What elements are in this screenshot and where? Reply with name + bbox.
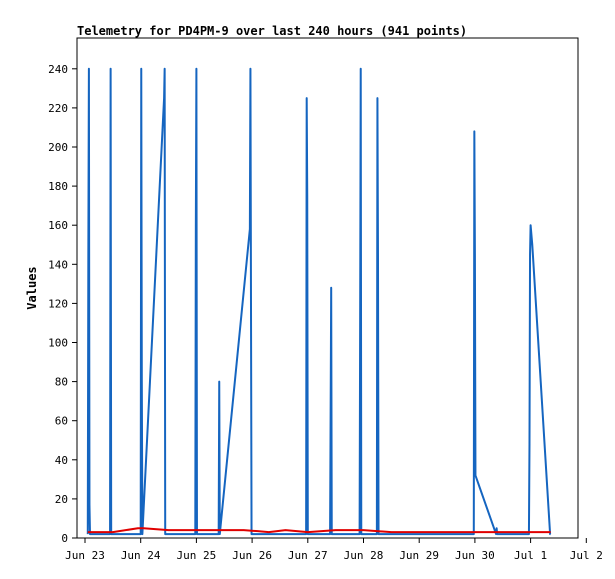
y-tick-label: 140 — [48, 258, 68, 271]
x-tick-label: Jun 27 — [288, 549, 328, 562]
y-tick-label: 240 — [48, 63, 68, 76]
x-tick-label: Jun 30 — [455, 549, 495, 562]
y-tick-label: 100 — [48, 337, 68, 350]
x-tick-label: Jun 25 — [177, 549, 217, 562]
y-tick-label: 120 — [48, 297, 68, 310]
series-line-2 — [87, 527, 551, 534]
y-tick-label: 200 — [48, 141, 68, 154]
x-tick-label: Jun 28 — [344, 549, 384, 562]
series-line-1 — [86, 67, 552, 536]
x-tick-label: Jul 2 — [570, 549, 603, 562]
x-tick-label: Jul 1 — [514, 549, 547, 562]
y-tick-label: 0 — [61, 532, 68, 545]
y-tick-label: 220 — [48, 102, 68, 115]
x-tick-label: Jun 26 — [232, 549, 272, 562]
y-tick-label: 20 — [55, 493, 68, 506]
x-tick-label: Jun 23 — [65, 549, 105, 562]
y-tick-label: 180 — [48, 180, 68, 193]
x-tick-label: Jun 29 — [399, 549, 439, 562]
series-layer — [86, 67, 552, 536]
y-tick-label: 60 — [55, 415, 68, 428]
y-tick-label: 160 — [48, 219, 68, 232]
y-tick-label: 80 — [55, 376, 68, 389]
x-axis: Jun 23 Jun 24 Jun 25 Jun 26 Jun 27 Jun 28 Jun … — [65, 538, 603, 562]
plot-area — [76, 37, 579, 539]
y-axis: 0 20 40 60 80 100 120 140 160 180 200 220 240 — [48, 63, 77, 545]
x-tick-label: Jun 24 — [121, 549, 161, 562]
chart-title: Telemetry for PD4PM-9 over last 240 hour… — [77, 24, 467, 38]
y-axis-label: Values — [25, 266, 39, 309]
y-tick-label: 40 — [55, 454, 68, 467]
